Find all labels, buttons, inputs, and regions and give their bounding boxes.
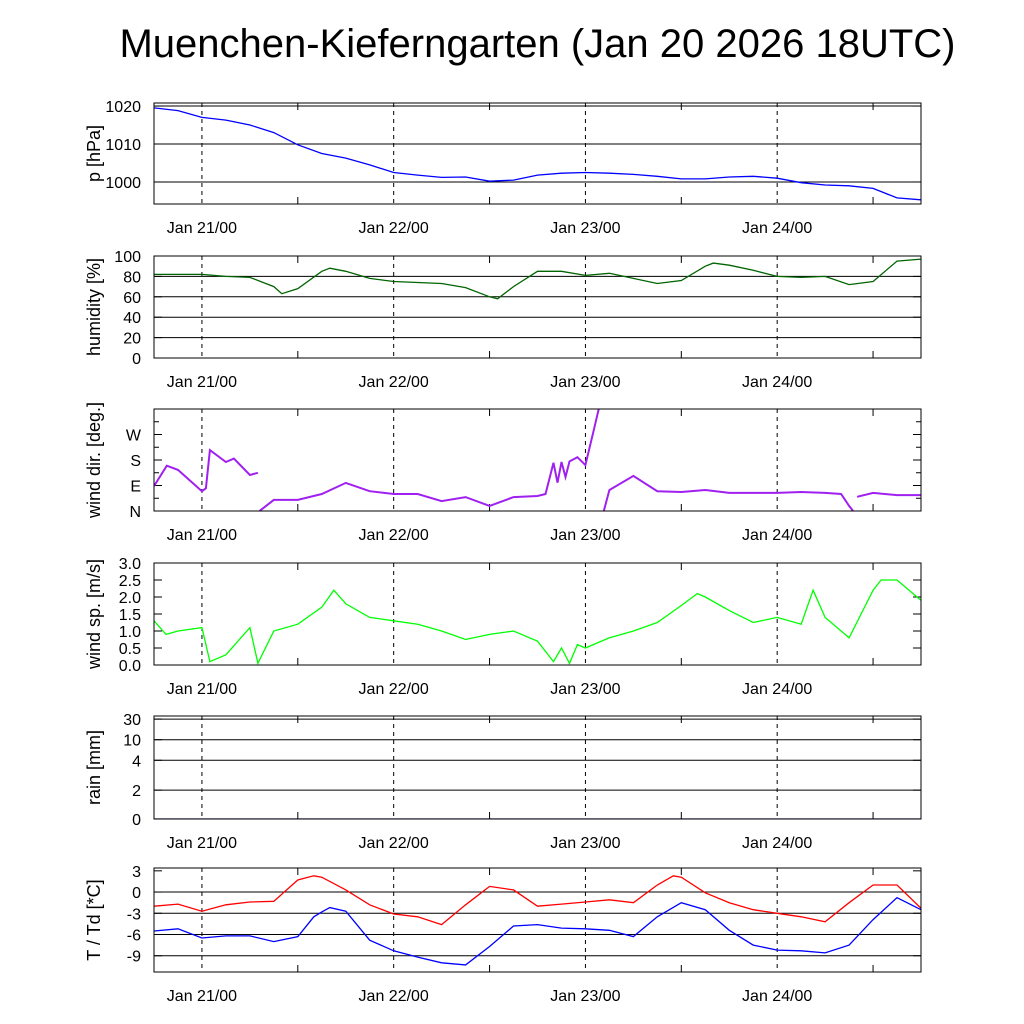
y-tick-label: 2.5 <box>119 573 141 590</box>
x-tick-label: Jan 23/00 <box>550 988 620 1005</box>
panel-temperature: Jan 21/00 Jan 22/00 Jan 23/00 Jan 24/00 3 0 -3… <box>84 864 922 1005</box>
y-axis-label: humidity [%] <box>84 258 104 356</box>
y-tick-label: 0 <box>132 885 141 902</box>
x-tick-label: Jan 22/00 <box>359 681 429 698</box>
y-axis-label: wind sp. [m/s] <box>84 559 104 670</box>
y-tick-label: 0.0 <box>119 658 141 675</box>
panel-wind_direction: Jan 21/00 Jan 22/00 Jan 23/00 Jan 24/00 NESW… <box>84 402 922 544</box>
x-tick-label: Jan 21/00 <box>167 835 237 852</box>
x-tick-label: Jan 24/00 <box>742 220 812 237</box>
series-line-td <box>154 896 921 966</box>
y-axis-label: T / Td [*C] <box>84 879 104 960</box>
x-tick-label: Jan 23/00 <box>550 220 620 237</box>
y-tick-label: -9 <box>127 949 141 966</box>
plot-frame <box>153 715 922 820</box>
series-line-wind-direction <box>154 409 921 511</box>
y-tick-label: 3 <box>132 864 141 881</box>
y-tick-label: -3 <box>127 906 141 923</box>
y-tick-label: 1010 <box>105 137 141 154</box>
y-axis-label: wind dir. [deg.] <box>84 402 104 519</box>
y-tick-label: 60 <box>123 290 141 307</box>
y-tick-label: N <box>129 504 141 521</box>
x-tick-label: Jan 24/00 <box>742 988 812 1005</box>
x-tick-label: Jan 24/00 <box>742 374 812 391</box>
x-tick-label: Jan 21/00 <box>167 374 237 391</box>
panel-humidity: Jan 21/00 Jan 22/00 Jan 23/00 Jan 24/00 0 20 4… <box>84 249 922 391</box>
y-tick-label: E <box>130 479 141 496</box>
plot-frame <box>153 408 922 512</box>
x-tick-label: Jan 24/00 <box>742 527 812 544</box>
y-tick-label: -6 <box>127 928 141 945</box>
plot-frame <box>153 255 922 359</box>
x-tick-label: Jan 22/00 <box>359 374 429 391</box>
series-line-humidity <box>154 258 921 300</box>
x-tick-label: Jan 21/00 <box>167 681 237 698</box>
y-tick-label: 3.0 <box>119 556 141 573</box>
y-tick-label: 0.5 <box>119 641 141 658</box>
x-tick-label: Jan 23/00 <box>550 681 620 698</box>
y-tick-label: 1.5 <box>119 607 141 624</box>
plot-frame <box>153 562 922 666</box>
x-tick-label: Jan 24/00 <box>742 681 812 698</box>
x-tick-label: Jan 22/00 <box>359 988 429 1005</box>
y-tick-label: 10 <box>123 733 141 750</box>
y-tick-label: S <box>130 453 141 470</box>
y-tick-label: 0 <box>132 812 141 829</box>
series-line-wind-speed <box>154 579 921 665</box>
y-tick-label: 4 <box>132 753 141 770</box>
x-tick-label: Jan 22/00 <box>359 527 429 544</box>
x-tick-label: Jan 21/00 <box>167 220 237 237</box>
x-tick-label: Jan 23/00 <box>550 527 620 544</box>
plot-frame <box>153 867 922 973</box>
y-tick-label: 2.0 <box>119 590 141 607</box>
x-tick-label: Jan 22/00 <box>359 835 429 852</box>
y-tick-label: 20 <box>123 331 141 348</box>
y-tick-label: 80 <box>123 269 141 286</box>
y-tick-label: 0 <box>132 351 141 368</box>
x-tick-label: Jan 23/00 <box>550 374 620 391</box>
y-axis-label: rain [mm] <box>84 730 104 805</box>
y-tick-label: W <box>126 428 142 445</box>
y-tick-label: 100 <box>114 249 141 266</box>
y-tick-label: 40 <box>123 310 141 327</box>
x-tick-label: Jan 22/00 <box>359 220 429 237</box>
x-tick-label: Jan 21/00 <box>167 527 237 544</box>
x-tick-label: Jan 23/00 <box>550 835 620 852</box>
series-line-t <box>154 875 921 926</box>
panel-pressure: Jan 21/00 Jan 22/00 Jan 23/00 Jan 24/00 1000… <box>84 99 922 237</box>
x-tick-label: Jan 21/00 <box>167 988 237 1005</box>
x-tick-label: Jan 24/00 <box>742 835 812 852</box>
panel-wind_speed: Jan 21/00 Jan 22/00 Jan 23/00 Jan 24/00 0.00… <box>84 556 922 698</box>
y-tick-label: 30 <box>123 712 141 729</box>
series-line-p <box>154 107 921 201</box>
y-tick-label: 1020 <box>105 99 141 116</box>
y-tick-label: 1.0 <box>119 624 141 641</box>
panel-rain: Jan 21/00 Jan 22/00 Jan 23/00 Jan 24/00 0 2 4 1… <box>84 712 922 852</box>
y-tick-label: 2 <box>132 783 141 800</box>
chart-title: Muenchen-Kieferngarten (Jan 20 2026 18UT… <box>119 22 956 66</box>
y-axis-label: p [hPa] <box>84 125 104 182</box>
plot-frame <box>153 102 922 205</box>
y-tick-label: 1000 <box>105 175 141 192</box>
